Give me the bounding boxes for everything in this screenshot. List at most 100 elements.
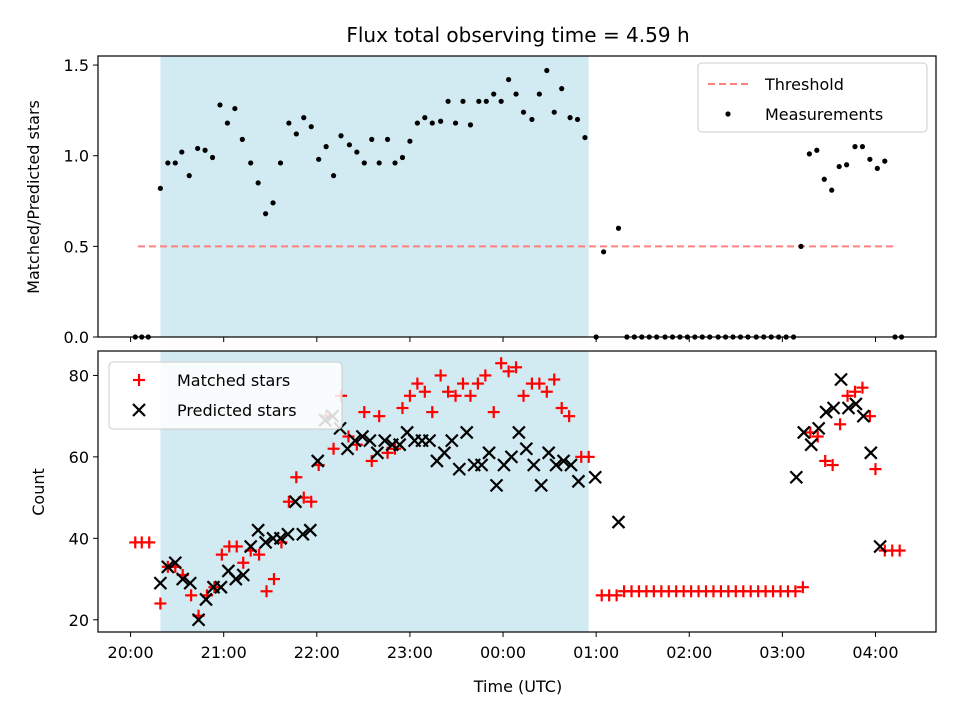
- threshold-legend-label: Threshold: [764, 75, 844, 94]
- matched-star-point: [456, 377, 469, 390]
- bottom-y-tick-label: 80: [69, 366, 89, 385]
- matched-star-point: [358, 406, 371, 419]
- measurement-point: [323, 144, 329, 150]
- matched-star-point: [826, 459, 839, 472]
- measurement-point: [255, 180, 261, 186]
- matched-star-point: [841, 389, 854, 402]
- predicted-star-point: [251, 523, 265, 537]
- measurements-legend-swatch: [725, 111, 731, 117]
- measurement-point: [232, 105, 238, 112]
- predicted-star-point: [378, 433, 392, 448]
- matched-star-point: [495, 357, 508, 370]
- matched-star-point: [143, 536, 156, 549]
- matched-star-point: [563, 410, 576, 423]
- matched-star-point: [548, 373, 561, 386]
- predicted-star-point: [452, 462, 467, 476]
- matched-star-point: [442, 385, 455, 398]
- measurement-point: [520, 109, 527, 115]
- predicted-star-point: [834, 372, 848, 387]
- matched-star-point: [290, 471, 303, 484]
- predicted-star-point: [482, 446, 496, 460]
- measurement-point: [195, 145, 201, 152]
- top-shaded-span: [160, 56, 589, 337]
- predicted-star-point: [355, 429, 370, 444]
- measurement-point: [392, 160, 398, 166]
- measurement-point: [859, 144, 866, 150]
- predicted-star-point: [199, 592, 213, 607]
- measurement-point: [376, 160, 382, 166]
- measurement-point: [369, 136, 375, 142]
- predicted-star-point: [273, 531, 288, 546]
- measurement-point: [844, 162, 850, 168]
- measurement-point: [498, 98, 504, 104]
- top-y-tick-label: 1.5: [64, 56, 89, 75]
- bottom-y-tick-label: 20: [69, 611, 89, 630]
- predicted-star-point: [191, 613, 206, 627]
- predicted-star-point: [556, 454, 571, 468]
- predicted-star-point: [819, 405, 833, 419]
- predicted-star-point: [161, 560, 175, 574]
- predicted-star-point: [489, 478, 504, 493]
- predicted-star-point: [841, 401, 856, 415]
- measurement-point: [301, 115, 307, 121]
- matched-star-point: [893, 544, 906, 557]
- measurement-point: [338, 133, 344, 139]
- matched-star-point: [154, 597, 167, 610]
- predicted-star-point: [519, 441, 534, 456]
- measurement-point: [814, 147, 820, 153]
- predicted-star-point: [549, 458, 563, 472]
- matched-star-point: [215, 548, 228, 561]
- bottom-x-tick-label: 23:00: [387, 643, 433, 662]
- measurement-point: [263, 211, 269, 217]
- matched-star-point: [834, 418, 847, 431]
- matched-star-point: [237, 556, 250, 569]
- measurement-point: [346, 142, 352, 148]
- bottom-x-tick-label: 01:00: [573, 643, 619, 662]
- measurement-point: [483, 98, 489, 104]
- predicted-star-point: [864, 446, 878, 460]
- matched-star-point: [610, 589, 623, 602]
- predicted-star-point: [873, 539, 887, 554]
- predicted-star-point: [288, 494, 303, 509]
- matched-star-point: [426, 406, 439, 419]
- predicted-star-point: [348, 433, 362, 448]
- measurement-point: [308, 124, 314, 130]
- measurement-point: [529, 116, 535, 123]
- measurement-point: [467, 122, 474, 128]
- measurement-point: [239, 136, 245, 142]
- measurement-point: [248, 160, 254, 166]
- measurement-point: [574, 116, 581, 123]
- predicted-star-point: [804, 437, 819, 452]
- measurement-point: [615, 225, 622, 231]
- predicted-star-point: [370, 446, 385, 460]
- x-axis-label: Time (UTC): [473, 677, 562, 696]
- measurement-point: [551, 109, 557, 115]
- matched-star-point: [282, 495, 295, 508]
- predicted-star-point: [571, 474, 586, 489]
- matched-star-point: [517, 389, 530, 402]
- predicted-star-point: [811, 421, 826, 436]
- measurement-point: [361, 160, 367, 166]
- matched-star-point: [185, 589, 198, 602]
- measurement-point: [330, 173, 337, 179]
- predicted-star-point: [564, 458, 578, 472]
- measurement-point: [806, 151, 812, 157]
- matched-stars-legend-label: Matched stars: [177, 371, 290, 390]
- predicted-star-point: [611, 515, 626, 529]
- top-x-ticks: [130, 337, 876, 342]
- predicted-star-point: [243, 539, 258, 554]
- predicted-star-point: [474, 458, 489, 472]
- predicted-star-point: [281, 527, 295, 542]
- predicted-star-point: [789, 470, 804, 485]
- measurement-point: [559, 86, 565, 92]
- matched-star-point: [789, 585, 802, 598]
- top-y-ticks: 0.0 0.5 1.0 1.5: [64, 56, 98, 347]
- predicted-stars-legend-label: Predicted stars: [177, 401, 297, 420]
- matched-star-point: [411, 377, 424, 390]
- predicted-star-point: [153, 576, 168, 590]
- matched-star-point: [848, 385, 861, 398]
- measurement-point: [157, 185, 163, 191]
- bottom-x-tick-label: 03:00: [759, 643, 805, 662]
- bottom-x-tick-label: 02:00: [666, 643, 712, 662]
- predicted-star-point: [236, 568, 251, 582]
